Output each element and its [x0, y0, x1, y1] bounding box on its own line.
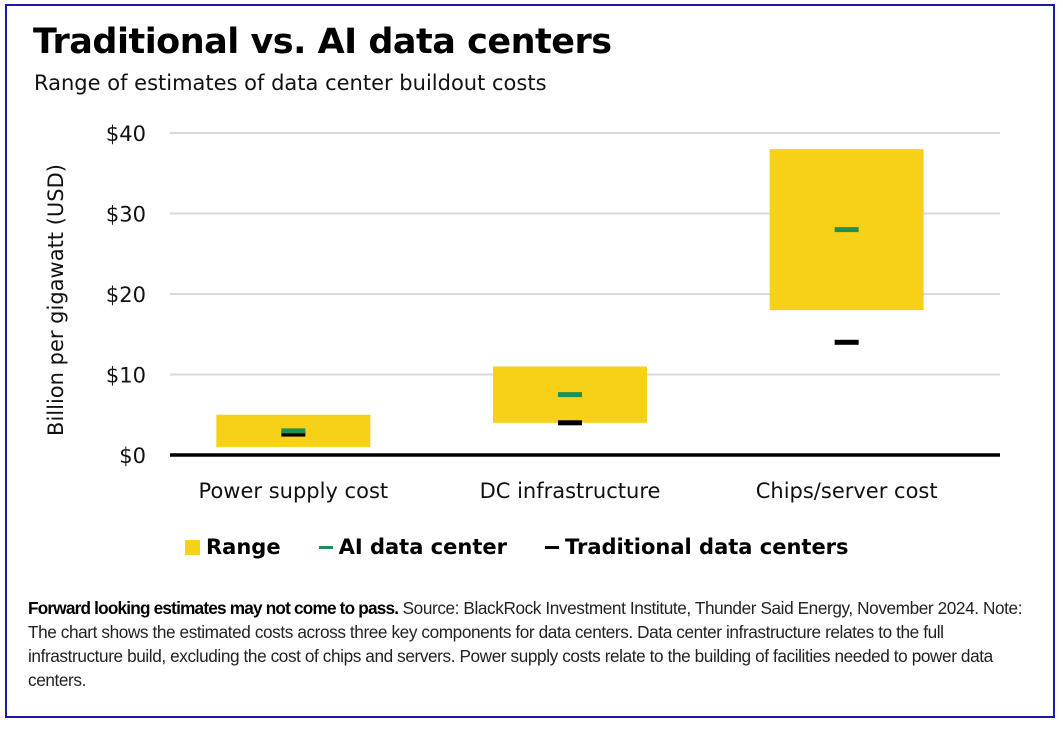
y-tick-label: $0 — [119, 444, 146, 468]
legend-label-traditional: Traditional data centers — [564, 535, 849, 559]
y-tick-label: $40 — [106, 122, 146, 146]
ai-marker — [834, 227, 859, 233]
x-tick-label: Power supply cost — [199, 479, 389, 503]
legend: Range AI data center Traditional data ce… — [185, 535, 849, 559]
legend-item-ai: AI data center — [318, 535, 507, 559]
traditional-marker — [834, 339, 859, 345]
legend-item-traditional: Traditional data centers — [544, 535, 849, 559]
legend-item-range: Range — [185, 535, 281, 559]
legend-swatch-range — [185, 539, 200, 555]
footnote: Forward looking estimates may not come t… — [28, 596, 1028, 692]
traditional-marker — [281, 431, 306, 437]
chart-subtitle: Range of estimates of data center buildo… — [34, 71, 547, 95]
legend-label-range: Range — [206, 535, 281, 559]
y-tick-label: $10 — [106, 364, 146, 388]
footnote-source: Source: BlackRock Investment Institute, … — [28, 598, 1023, 690]
x-tick-label: Chips/server cost — [756, 479, 938, 503]
y-tick-label: $20 — [106, 283, 146, 307]
footnote-disclaimer: Forward looking estimates may not come t… — [28, 598, 399, 618]
traditional-marker — [558, 420, 582, 426]
y-axis-label: Billion per gigawatt (USD) — [44, 164, 68, 436]
legend-swatch-ai — [318, 545, 333, 549]
chart-frame — [5, 4, 1055, 718]
legend-swatch-traditional — [544, 545, 559, 549]
y-tick-label: $30 — [106, 203, 146, 227]
ai-marker — [558, 392, 582, 398]
legend-label-ai: AI data center — [338, 535, 507, 559]
chart-title: Traditional vs. AI data centers — [33, 22, 612, 62]
x-tick-label: DC infrastructure — [480, 479, 661, 503]
ai-marker — [281, 428, 306, 434]
